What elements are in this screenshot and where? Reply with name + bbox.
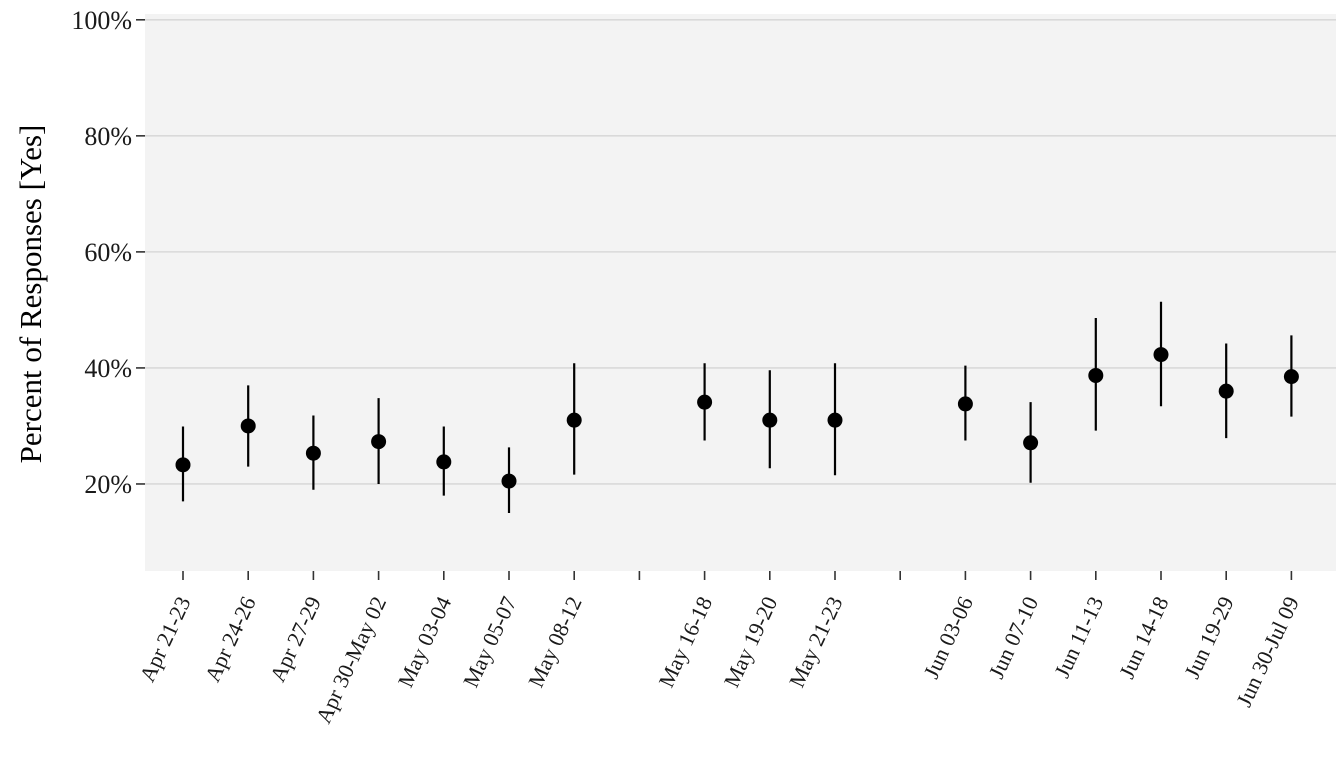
x-tick-label: May 03-04 — [393, 593, 457, 692]
data-marks — [175, 301, 1299, 513]
x-tick-label: Jun 07-10 — [984, 593, 1044, 683]
x-tick-label: Jun 19-29 — [1179, 593, 1239, 683]
data-point — [1218, 383, 1234, 399]
x-tick-label: May 05-07 — [458, 593, 522, 692]
data-point — [762, 412, 778, 428]
data-point — [175, 457, 191, 473]
data-point — [566, 412, 582, 428]
x-tick-label: May 08-12 — [523, 593, 587, 692]
plot-panel — [145, 14, 1336, 571]
x-tick-label: Apr 30-May 02 — [311, 593, 392, 728]
x-tick-label: Apr 27-29 — [265, 593, 326, 686]
data-point — [1088, 367, 1104, 383]
y-tick-label: 80% — [84, 122, 132, 151]
y-tick-label: 20% — [84, 470, 132, 499]
y-tick-label: 40% — [84, 354, 132, 383]
x-tick-label: May 16-18 — [653, 593, 717, 692]
x-tick-label: Jun 14-18 — [1114, 593, 1174, 683]
data-point — [957, 396, 973, 412]
x-tick-label: Jun 11-13 — [1049, 593, 1108, 682]
x-tick-label: May 19-20 — [719, 593, 783, 692]
data-point — [1153, 347, 1169, 363]
data-point — [436, 454, 452, 470]
y-axis: 20% 40% 60% 80% 100% — [71, 6, 145, 499]
data-point — [371, 434, 387, 450]
y-tick-label: 60% — [84, 238, 132, 267]
x-tick-label: Apr 21-23 — [134, 593, 195, 686]
x-tick-label: Jun 30-Jul 09 — [1231, 593, 1304, 711]
data-point — [1023, 435, 1039, 451]
data-point — [240, 418, 256, 434]
y-axis-title: Percent of Responses [Yes] — [13, 125, 48, 464]
data-point — [501, 473, 517, 489]
data-point — [697, 394, 713, 410]
x-tick-label: Apr 24-26 — [200, 593, 261, 686]
y-tick-label: 100% — [71, 6, 132, 35]
data-point — [827, 412, 843, 428]
grid-lines — [145, 19, 1336, 485]
x-tick-label: May 21-23 — [784, 593, 848, 692]
data-point — [1283, 369, 1299, 385]
data-point — [305, 445, 321, 461]
x-tick-label: Jun 03-06 — [918, 593, 978, 683]
